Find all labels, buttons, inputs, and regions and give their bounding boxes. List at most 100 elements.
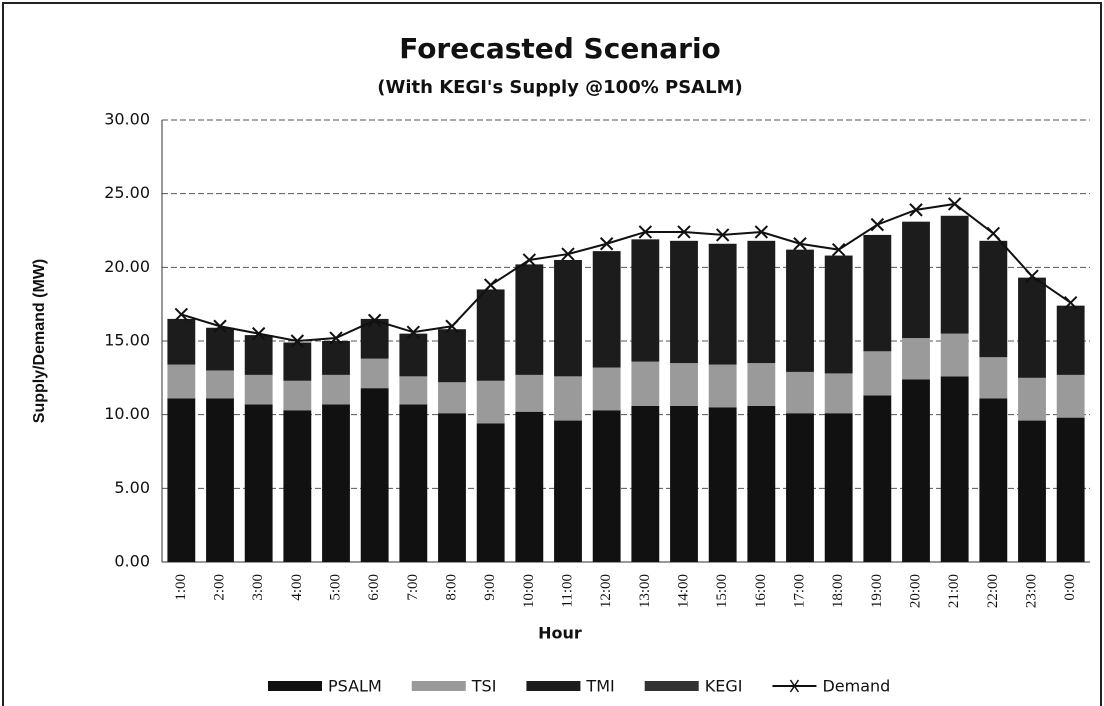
bar-segment bbox=[1018, 377, 1046, 421]
demand-marker bbox=[715, 228, 730, 242]
demand-marker bbox=[329, 331, 343, 345]
bar-segment bbox=[708, 407, 737, 562]
x-tick-label: 21:00 bbox=[946, 574, 962, 608]
bar-segment bbox=[322, 374, 350, 405]
bar-segment bbox=[1056, 305, 1085, 375]
bar-segment bbox=[786, 249, 814, 372]
legend-swatch bbox=[644, 681, 699, 691]
bar-segment bbox=[902, 379, 930, 562]
bar-segment bbox=[476, 423, 505, 562]
chart-subtitle: (With KEGI's Supply @100% PSALM) bbox=[377, 77, 742, 98]
bar-segment bbox=[515, 374, 544, 412]
bar-segment bbox=[283, 410, 312, 562]
bar-segment bbox=[322, 341, 350, 375]
x-tick-label: 2:00 bbox=[211, 574, 227, 601]
legend-swatch bbox=[526, 681, 581, 691]
demand-marker bbox=[445, 319, 459, 333]
bar-segment bbox=[515, 411, 544, 562]
bar-segment bbox=[554, 376, 582, 421]
bar-segment bbox=[940, 376, 969, 562]
bar-segment bbox=[399, 333, 428, 377]
bar-segment bbox=[399, 404, 428, 562]
demand-marker bbox=[599, 237, 614, 251]
x-tick-label: 20:00 bbox=[907, 574, 923, 608]
bar-segment bbox=[322, 404, 350, 562]
x-tick-label: 5:00 bbox=[327, 574, 343, 601]
y-tick-label: 30.00 bbox=[104, 110, 150, 129]
demand-marker bbox=[290, 334, 305, 348]
demand-line bbox=[181, 202, 1072, 343]
demand-marker bbox=[831, 242, 846, 257]
bar-segment bbox=[515, 264, 544, 375]
bar-segment bbox=[283, 380, 312, 411]
demand-marker bbox=[174, 307, 189, 322]
bar-segment bbox=[747, 405, 776, 562]
demand-marker bbox=[251, 326, 266, 341]
x-tick-label: 10:00 bbox=[521, 574, 537, 608]
x-tick-label: 22:00 bbox=[985, 574, 1001, 608]
demand-marker bbox=[483, 278, 498, 292]
bar-segment bbox=[206, 327, 234, 371]
bar-segment bbox=[940, 215, 969, 334]
bar-segment bbox=[206, 370, 234, 399]
x-tick-label: 19:00 bbox=[869, 574, 885, 608]
legend-swatch bbox=[411, 681, 466, 691]
bar-segment bbox=[438, 329, 466, 383]
demand-marker bbox=[522, 253, 537, 267]
bar-segment bbox=[244, 374, 273, 405]
bar-segment bbox=[979, 240, 1008, 358]
y-tick-label: 25.00 bbox=[104, 183, 150, 202]
bar-segment bbox=[670, 405, 698, 562]
bar-segment bbox=[1056, 374, 1085, 418]
legend-swatch bbox=[268, 681, 322, 691]
bar-segment bbox=[592, 410, 621, 562]
demand-marker bbox=[754, 225, 769, 239]
bar-segment bbox=[1056, 417, 1085, 562]
demand-marker bbox=[406, 325, 421, 339]
bar-segment bbox=[824, 373, 853, 414]
bar-segment bbox=[824, 413, 853, 562]
bar-segment bbox=[670, 240, 698, 364]
bar-segment bbox=[940, 333, 969, 377]
bar-segment bbox=[863, 234, 892, 352]
x-tick-label: 7:00 bbox=[405, 574, 421, 601]
bar-segment bbox=[438, 382, 466, 414]
x-tick-label: 14:00 bbox=[675, 574, 691, 608]
bar-segment bbox=[863, 395, 892, 562]
bar-segment bbox=[631, 239, 660, 362]
bar-segment bbox=[206, 398, 234, 562]
legend-label: KEGI bbox=[705, 677, 743, 696]
x-tick-label: 12:00 bbox=[598, 574, 614, 608]
demand-marker bbox=[870, 217, 885, 232]
demand-marker bbox=[213, 319, 227, 333]
bar-segment bbox=[979, 357, 1008, 399]
x-tick-label: 1:00 bbox=[173, 574, 189, 601]
bar-segment bbox=[902, 338, 930, 380]
y-tick-label: 5.00 bbox=[114, 478, 150, 497]
bar-segment bbox=[167, 398, 196, 562]
bar-segment bbox=[167, 318, 196, 365]
x-tick-label: 16:00 bbox=[753, 574, 769, 608]
x-tick-label: 23:00 bbox=[1023, 574, 1039, 608]
x-tick-label: 17:00 bbox=[791, 574, 807, 608]
demand-marker bbox=[367, 313, 382, 328]
bar-segment bbox=[360, 388, 389, 562]
bar-segment bbox=[708, 364, 737, 408]
demand-marker bbox=[561, 247, 575, 261]
y-tick-label: 20.00 bbox=[104, 257, 150, 276]
x-tick-label: 18:00 bbox=[830, 574, 846, 608]
bar-segment bbox=[476, 380, 505, 424]
y-axis-title: Supply/Demand (MW) bbox=[31, 259, 48, 423]
bar-segment bbox=[1018, 420, 1046, 562]
legend-label: PSALM bbox=[328, 677, 382, 696]
x-tick-label: 3:00 bbox=[250, 574, 266, 601]
bar-segment bbox=[592, 367, 621, 411]
demand-marker bbox=[1063, 295, 1078, 310]
bar-segment bbox=[283, 342, 312, 381]
x-tick-label: 11:00 bbox=[559, 574, 575, 608]
bar-segment bbox=[979, 398, 1008, 562]
x-tick-label: 0:00 bbox=[1062, 574, 1078, 601]
bar-segment bbox=[476, 289, 505, 381]
bar-segment bbox=[902, 221, 930, 339]
